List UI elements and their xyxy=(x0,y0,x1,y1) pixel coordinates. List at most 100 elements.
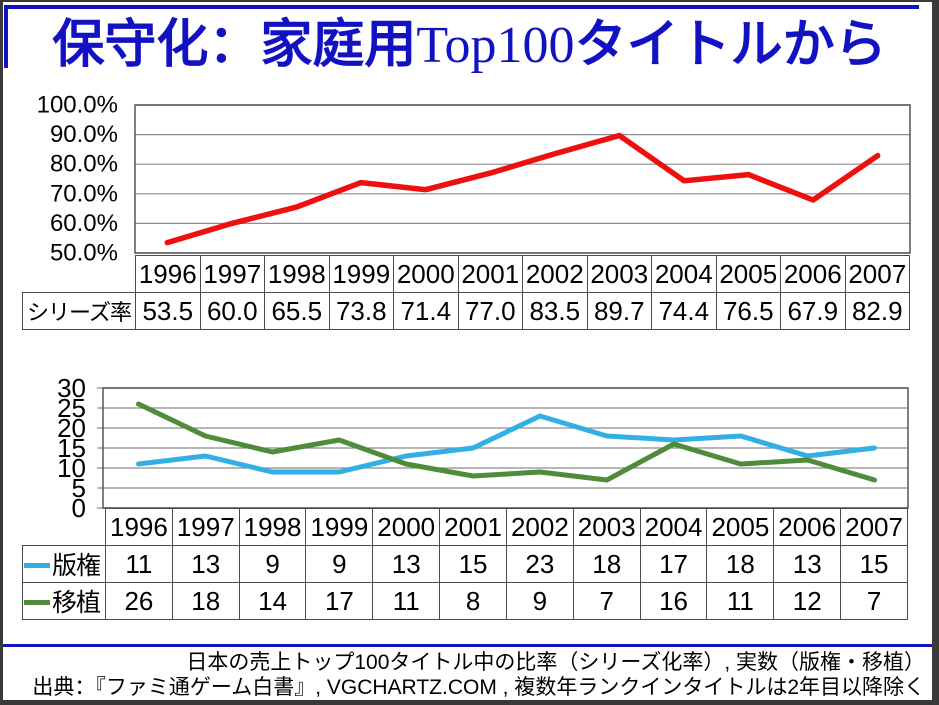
row-label-license: 版権 xyxy=(22,545,106,583)
row-label-series-rate: シリーズ率 xyxy=(22,292,136,330)
page-title: 保守化：家庭用Top100タイトルから xyxy=(0,14,939,77)
value-cell: 23 xyxy=(505,545,574,583)
y-axis-label: 25 xyxy=(57,393,86,423)
year-cell: 1997 xyxy=(199,255,265,293)
value-cell: 13 xyxy=(372,545,441,583)
table-row-series-rate: シリーズ率 53.5 60.0 65.5 73.8 71.4 77.0 83.5 89.7 74.… xyxy=(22,292,910,330)
value-cell: 9 xyxy=(238,545,307,583)
year-cell: 2001 xyxy=(439,508,507,546)
y-axis-label: 15 xyxy=(57,433,86,463)
plot-border xyxy=(102,387,909,509)
year-cell: 1997 xyxy=(171,508,240,546)
chart-1: 100.0%90.0%80.0%70.0%60.0%50.0% xyxy=(37,92,911,267)
table-row-license: 版権 11 13 9 9 13 15 23 18 17 18 13 15 xyxy=(22,545,908,583)
year-cell: 2005 xyxy=(715,255,781,293)
title-suffix: タイトルから xyxy=(574,16,887,74)
value-cell: 17 xyxy=(305,582,374,620)
footer-note-line: 日本の売上トップ100タイトル中の比率（シリーズ化率）, 実数（版権・移植） xyxy=(186,651,925,674)
value-cell: 73.8 xyxy=(328,292,394,330)
year-cell: 1996 xyxy=(105,508,173,546)
year-cell: 2001 xyxy=(457,255,523,293)
footer-source-line: 出典：『ファミ通ゲーム白書』, VGCHARTZ.COM , 複数年ランクインタ… xyxy=(32,676,925,699)
year-cell: 1996 xyxy=(135,255,201,293)
year-cell: 2000 xyxy=(393,255,459,293)
year-cell: 2007 xyxy=(844,255,910,293)
year-cell: 2002 xyxy=(505,508,574,546)
outer-border-top xyxy=(0,0,939,2)
value-cell: 7 xyxy=(572,582,641,620)
value-cell: 65.5 xyxy=(264,292,330,330)
y-axis-label: 5 xyxy=(72,473,86,503)
series-line-license xyxy=(136,413,877,475)
value-cell: 14 xyxy=(238,582,307,620)
license-port-table: 1996 1997 1998 1999 2000 2001 2002 2003 2004 2005… xyxy=(22,508,908,620)
series-line-series-rate xyxy=(164,132,881,246)
value-cell: 60.0 xyxy=(199,292,265,330)
series-line-port xyxy=(136,401,877,483)
value-cell: 12 xyxy=(773,582,842,620)
y-axis-label: 60.0% xyxy=(50,210,118,237)
value-cell: 11 xyxy=(105,545,173,583)
blue-accent-line-left xyxy=(4,5,8,68)
value-cell: 83.5 xyxy=(522,292,588,330)
value-cell: 9 xyxy=(305,545,374,583)
value-cell: 18 xyxy=(572,545,641,583)
value-cell: 89.7 xyxy=(586,292,652,330)
value-cell: 18 xyxy=(171,582,240,620)
value-cell: 11 xyxy=(706,582,775,620)
value-cell: 15 xyxy=(439,545,507,583)
y-axis-label: 90.0% xyxy=(50,121,118,148)
legend-line-icon xyxy=(24,599,50,605)
year-cell: 2003 xyxy=(572,508,641,546)
y-axis-label: 100.0% xyxy=(37,92,118,119)
corner-cell xyxy=(23,509,106,546)
year-cell: 2000 xyxy=(372,508,441,546)
value-cell: 11 xyxy=(372,582,441,620)
y-axis-label: 30 xyxy=(57,373,86,403)
year-cell: 2002 xyxy=(522,255,588,293)
value-cell: 7 xyxy=(840,582,908,620)
year-header-row: 1996 1997 1998 1999 2000 2001 2002 2003 2004 2005… xyxy=(23,508,908,546)
year-cell: 2006 xyxy=(773,508,842,546)
year-header-row: 1996 1997 1998 1999 2000 2001 2002 2003 2004 2005… xyxy=(23,255,910,293)
value-cell: 18 xyxy=(706,545,775,583)
value-cell: 17 xyxy=(639,545,708,583)
year-cell: 2006 xyxy=(780,255,846,293)
year-cell: 1999 xyxy=(328,255,394,293)
year-cell: 2004 xyxy=(639,508,708,546)
year-cell: 2007 xyxy=(840,508,908,546)
value-cell: 53.5 xyxy=(135,292,201,330)
year-cell: 1998 xyxy=(238,508,307,546)
value-cell: 13 xyxy=(171,545,240,583)
year-cell: 1999 xyxy=(305,508,374,546)
footer-separator-line xyxy=(3,644,932,647)
value-cell: 76.5 xyxy=(715,292,781,330)
corner-cell xyxy=(23,256,136,293)
outer-border-bottom xyxy=(0,700,939,705)
value-cell: 67.9 xyxy=(780,292,846,330)
y-axis-label: 80.0% xyxy=(50,151,118,178)
blue-accent-line-top xyxy=(4,5,919,9)
year-cell: 2004 xyxy=(651,255,717,293)
plot-border xyxy=(134,104,911,254)
y-axis-label: 10 xyxy=(57,453,86,483)
value-cell: 74.4 xyxy=(651,292,717,330)
y-axis-label: 70.0% xyxy=(50,180,118,207)
value-cell: 8 xyxy=(439,582,507,620)
value-cell: 82.9 xyxy=(844,292,910,330)
year-cell: 2003 xyxy=(586,255,652,293)
title-latin: Top100 xyxy=(416,17,575,74)
series-rate-table: 1996 1997 1998 1999 2000 2001 2002 2003 2004 2005… xyxy=(22,255,910,330)
table-row-port: 移植 26 18 14 17 11 8 9 7 16 11 12 7 xyxy=(22,582,908,620)
footer: 日本の売上トップ100タイトル中の比率（シリーズ化率）, 実数（版権・移植） 出… xyxy=(8,650,925,700)
title-prefix: 保守化：家庭用 xyxy=(52,16,417,74)
value-cell: 77.0 xyxy=(457,292,523,330)
year-cell: 2005 xyxy=(706,508,775,546)
value-cell: 71.4 xyxy=(393,292,459,330)
outer-border-left xyxy=(0,0,3,705)
legend-line-icon xyxy=(24,562,50,568)
outer-border-right xyxy=(932,0,939,705)
y-axis-label: 20 xyxy=(57,413,86,443)
row-label-port: 移植 xyxy=(22,582,106,620)
